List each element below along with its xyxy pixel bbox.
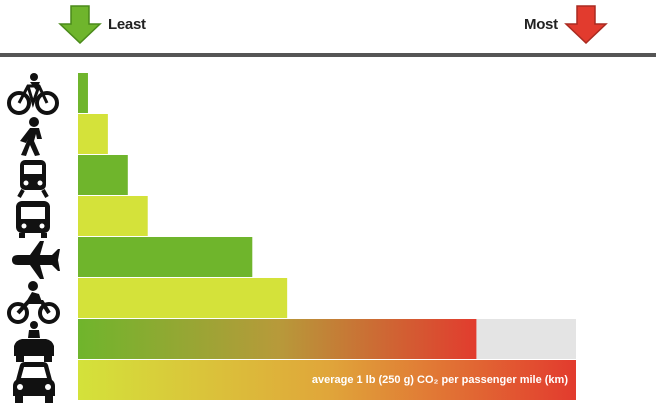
airplane-icon: [12, 241, 60, 279]
car-icon: [13, 362, 55, 403]
train-icon: [17, 160, 49, 198]
bar-car-with-passengers: [78, 319, 477, 359]
bicycle-icon: [7, 73, 59, 115]
most-label: Most: [524, 15, 558, 33]
bar-walking: [78, 114, 108, 154]
legend-least: Least: [58, 4, 146, 44]
car-with-passengers-icon: [14, 321, 54, 362]
bar-airplane: [78, 237, 253, 277]
bus-icon: [16, 201, 50, 238]
red-down-arrow-icon: [563, 5, 608, 44]
legend-most: Most: [524, 4, 608, 44]
bar-train: [78, 155, 128, 195]
bar-bus: [78, 196, 148, 236]
bar-bicycle: [78, 73, 88, 113]
bar-motorcycle: [78, 278, 288, 318]
least-label: Least: [108, 15, 146, 33]
bar-annotation: average 1 lb (250 g) CO₂ per passenger m…: [312, 374, 568, 386]
bar-car: [78, 360, 576, 400]
walking-icon: [20, 117, 42, 156]
green-down-arrow-icon: [58, 5, 102, 44]
header-divider: [0, 53, 656, 57]
motorcycle-icon: [7, 281, 60, 324]
